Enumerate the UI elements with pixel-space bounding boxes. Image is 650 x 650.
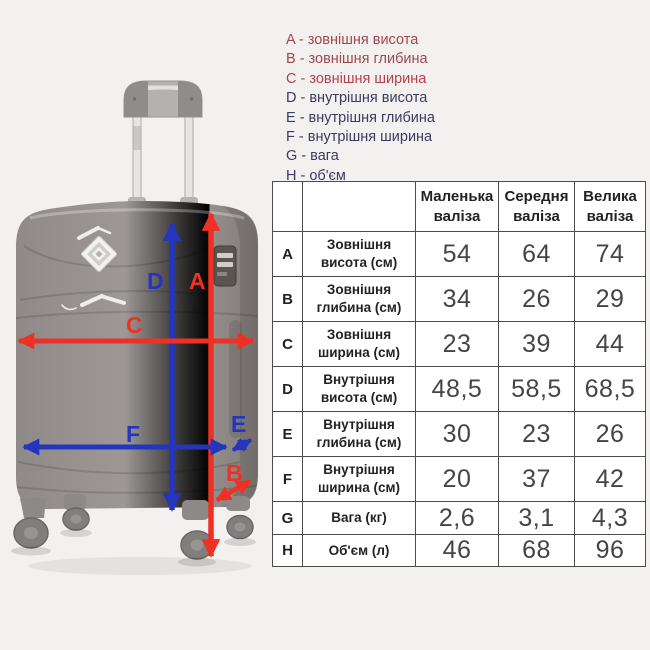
zipper-pulls — [61, 226, 126, 311]
row-letter: B — [272, 276, 303, 322]
cell-value: 20 — [415, 456, 499, 502]
label-F: F — [126, 421, 140, 447]
cell-value: 46 — [415, 534, 499, 567]
cell-value: 34 — [415, 276, 499, 322]
label-D: D — [147, 268, 164, 294]
row-letter: G — [272, 501, 303, 535]
row-letter: F — [272, 456, 303, 502]
legend-item-d: D - внутрішня висота — [286, 90, 428, 107]
legend-item-b: B - зовнішня глибина — [286, 51, 428, 68]
cell-value: 96 — [574, 534, 646, 567]
col-header-small: Маленька валіза — [415, 181, 499, 232]
cell-value: 74 — [574, 231, 646, 277]
table-row: F Внутрішня ширина (см) 20 37 42 — [272, 456, 646, 502]
telescopic-handle — [123, 80, 203, 213]
wheels — [11, 494, 256, 567]
label-B: B — [226, 460, 243, 486]
legend-item-f: F - внутрішня ширина — [286, 129, 433, 146]
table-row: E Внутрішня глибина (см) 30 23 26 — [272, 411, 646, 457]
cell-value: 2,6 — [415, 501, 499, 535]
arrow-B — [215, 479, 252, 502]
row-letter: A — [272, 231, 303, 277]
corner-cell — [302, 181, 416, 232]
label-A: A — [189, 268, 206, 294]
row-label: Зовнішня ширина (см) — [302, 321, 416, 367]
cell-value: 68,5 — [574, 366, 646, 412]
cell-value: 30 — [415, 411, 499, 457]
table-row: B Зовнішня глибина (см) 34 26 29 — [272, 276, 646, 322]
cell-value: 3,1 — [498, 501, 575, 535]
suitcase-side-shade — [222, 205, 258, 507]
cell-value: 44 — [574, 321, 646, 367]
suitcase-body — [16, 201, 258, 509]
legend-item-c: C - зовнішня ширина — [286, 70, 427, 87]
row-label: Вага (кг) — [302, 501, 416, 535]
row-letter: H — [272, 534, 303, 567]
cell-value: 42 — [574, 456, 646, 502]
cell-value: 23 — [415, 321, 499, 367]
cell-value: 68 — [498, 534, 575, 567]
legend-item-e: E - внутрішня глибина — [286, 109, 435, 126]
row-label: Внутрішня висота (см) — [302, 366, 416, 412]
row-letter: D — [272, 366, 303, 412]
cell-value: 39 — [498, 321, 575, 367]
table-header-row: Маленька валіза Середня валіза Велика ва… — [272, 181, 646, 232]
suitcase-diagram: D A C F E B — [11, 80, 258, 575]
col-header-large: Велика валіза — [574, 181, 646, 232]
cell-value: 54 — [415, 231, 499, 277]
label-E: E — [231, 411, 246, 437]
cell-value: 26 — [574, 411, 646, 457]
row-label: Внутрішня ширина (см) — [302, 456, 416, 502]
legend-item-g: G - вага — [286, 148, 339, 165]
row-label: Об'єм (л) — [302, 534, 416, 567]
handle-sticker — [133, 126, 141, 150]
table-row: G Вага (кг) 2,6 3,1 4,3 — [272, 501, 646, 535]
table-row: C Зовнішня ширина (см) 23 39 44 — [272, 321, 646, 367]
cell-value: 4,3 — [574, 501, 646, 535]
table-row: D Внутрішня висота (см) 48,5 58,5 68,5 — [272, 366, 646, 412]
dimensions-table: Маленька валіза Середня валіза Велика ва… — [272, 181, 646, 567]
label-C: C — [126, 312, 143, 338]
legend: A - зовнішня висота B - зовнішня глибина… — [286, 31, 435, 186]
row-letter: C — [272, 321, 303, 367]
cell-value: 37 — [498, 456, 575, 502]
arrow-E — [231, 438, 253, 452]
cell-value: 23 — [498, 411, 575, 457]
cell-value: 26 — [498, 276, 575, 322]
brand-badge — [80, 235, 118, 273]
legend-item-a: A - зовнішня висота — [286, 32, 419, 48]
corner-cell — [272, 181, 303, 232]
row-label: Зовнішня глибина (см) — [302, 276, 416, 322]
cell-value: 29 — [574, 276, 646, 322]
legend-item-h: H - об'єм — [286, 167, 346, 184]
floor-shadow — [28, 557, 252, 575]
cell-value: 48,5 — [415, 366, 499, 412]
table-row: A Зовнішня висота (см) 54 64 74 — [272, 231, 646, 277]
cell-value: 58,5 — [498, 366, 575, 412]
row-label: Внутрішня глибина (см) — [302, 411, 416, 457]
side-lock — [213, 245, 237, 287]
col-header-medium: Середня валіза — [498, 181, 575, 232]
cell-value: 64 — [498, 231, 575, 277]
row-letter: E — [272, 411, 303, 457]
table-row: H Об'єм (л) 46 68 96 — [272, 534, 646, 567]
row-label: Зовнішня висота (см) — [302, 231, 416, 277]
measurement-arrows — [17, 212, 255, 558]
